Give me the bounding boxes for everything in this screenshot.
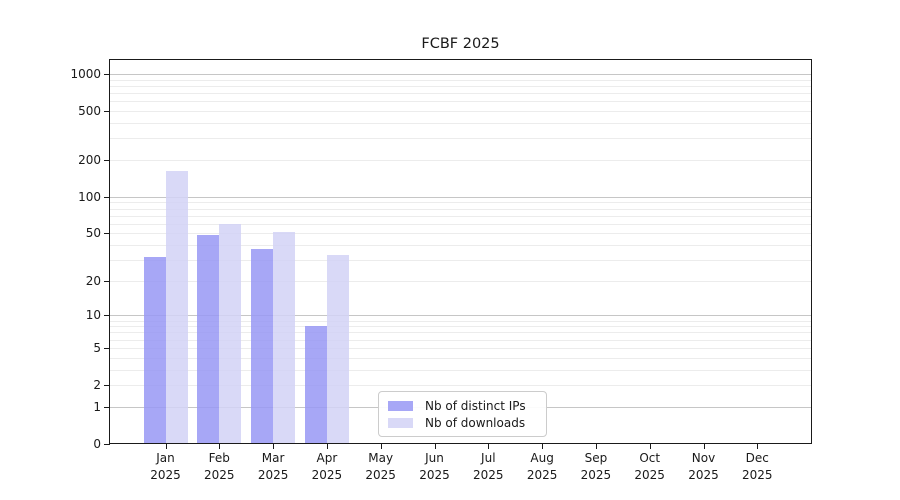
x-tick-label: Jan 2025 bbox=[150, 451, 181, 482]
legend-label-distinct-ips: Nb of distinct IPs bbox=[425, 398, 526, 413]
bar-distinct-ips-mar bbox=[251, 249, 274, 443]
x-tick-label: Oct 2025 bbox=[634, 451, 665, 482]
bar-downloads-feb bbox=[219, 223, 242, 443]
plot-area bbox=[109, 59, 812, 444]
chart-title: FCBF 2025 bbox=[421, 36, 500, 52]
bar-distinct-ips-apr bbox=[304, 326, 327, 443]
minor-gridline bbox=[110, 122, 811, 124]
x-tick-label: Jul 2025 bbox=[473, 451, 504, 482]
minor-gridline bbox=[110, 208, 811, 210]
legend-entry-downloads: Nb of downloads bbox=[388, 415, 537, 430]
y-tick-label: 1000 bbox=[70, 66, 101, 81]
x-tick bbox=[542, 444, 544, 449]
minor-gridline bbox=[110, 320, 811, 322]
minor-gridline bbox=[110, 385, 811, 386]
x-tick bbox=[326, 444, 328, 449]
legend-label-downloads: Nb of downloads bbox=[425, 415, 526, 430]
y-tick-label: 5 bbox=[93, 340, 101, 355]
x-tick-label: Dec 2025 bbox=[742, 451, 773, 482]
y-tick bbox=[104, 406, 110, 408]
minor-gridline bbox=[110, 110, 811, 112]
minor-gridline bbox=[110, 202, 811, 204]
y-tick-label: 2 bbox=[93, 378, 101, 392]
y-tick-label: 50 bbox=[85, 226, 101, 241]
minor-gridline bbox=[110, 339, 811, 341]
y-tick bbox=[104, 73, 110, 75]
minor-gridline bbox=[110, 215, 811, 217]
x-tick-label: Sep 2025 bbox=[580, 451, 612, 482]
x-tick bbox=[434, 444, 436, 449]
legend-swatch-downloads bbox=[388, 417, 413, 428]
minor-gridline bbox=[110, 92, 811, 94]
y-tick-label: 0 bbox=[93, 436, 101, 451]
x-tick-label: Apr 2025 bbox=[311, 451, 343, 482]
x-tick bbox=[703, 444, 705, 449]
x-tick bbox=[219, 444, 221, 449]
legend: Nb of distinct IPs Nb of downloads bbox=[378, 391, 547, 437]
y-tick-label: 500 bbox=[78, 103, 101, 118]
minor-gridline bbox=[110, 79, 811, 81]
y-tick bbox=[104, 347, 110, 349]
minor-gridline bbox=[110, 332, 811, 334]
minor-gridline bbox=[110, 159, 811, 161]
x-tick-label: Feb 2025 bbox=[204, 451, 235, 482]
x-tick bbox=[595, 444, 597, 449]
minor-gridline bbox=[110, 85, 811, 87]
minor-gridline bbox=[110, 280, 811, 282]
minor-gridline bbox=[110, 347, 811, 349]
x-tick bbox=[380, 444, 382, 449]
bar-distinct-ips-feb bbox=[197, 235, 220, 443]
minor-gridline bbox=[110, 138, 811, 140]
minor-gridline bbox=[110, 259, 811, 261]
y-tick bbox=[104, 315, 110, 317]
x-tick-label: Mar 2025 bbox=[257, 451, 289, 482]
minor-gridline bbox=[110, 326, 811, 328]
y-tick-label: 100 bbox=[78, 189, 101, 204]
x-tick bbox=[488, 444, 490, 449]
x-tick-label: Aug 2025 bbox=[526, 451, 558, 482]
y-tick bbox=[104, 159, 110, 161]
minor-gridline bbox=[110, 101, 811, 103]
y-tick-label: 1 bbox=[93, 399, 101, 414]
minor-gridline bbox=[110, 223, 811, 225]
legend-swatch-distinct-ips bbox=[388, 400, 413, 411]
major-gridline bbox=[110, 196, 811, 198]
x-tick-label: May 2025 bbox=[365, 451, 396, 482]
x-tick bbox=[165, 444, 167, 449]
bar-distinct-ips-jan bbox=[143, 256, 166, 443]
minor-gridline bbox=[110, 357, 811, 359]
y-tick bbox=[104, 443, 110, 445]
y-tick-label: 200 bbox=[78, 152, 101, 167]
y-tick bbox=[104, 196, 110, 198]
y-tick bbox=[104, 233, 110, 235]
minor-gridline bbox=[110, 369, 811, 371]
minor-gridline bbox=[110, 233, 811, 235]
y-tick-label: 20 bbox=[85, 273, 101, 288]
x-tick bbox=[273, 444, 275, 449]
y-tick bbox=[104, 280, 110, 282]
x-tick bbox=[649, 444, 651, 449]
y-tick-label: 10 bbox=[85, 308, 101, 323]
minor-gridline bbox=[110, 244, 811, 246]
y-tick bbox=[104, 110, 110, 112]
bar-downloads-jan bbox=[165, 170, 188, 443]
major-gridline bbox=[110, 73, 811, 75]
bar-downloads-mar bbox=[273, 232, 296, 443]
bar-downloads-apr bbox=[326, 255, 349, 443]
x-tick-label: Nov 2025 bbox=[688, 451, 719, 482]
major-gridline bbox=[110, 315, 811, 317]
y-tick bbox=[104, 385, 110, 386]
x-tick bbox=[757, 444, 759, 449]
legend-entry-distinct-ips: Nb of distinct IPs bbox=[388, 398, 537, 413]
x-tick-label: Jun 2025 bbox=[419, 451, 450, 482]
